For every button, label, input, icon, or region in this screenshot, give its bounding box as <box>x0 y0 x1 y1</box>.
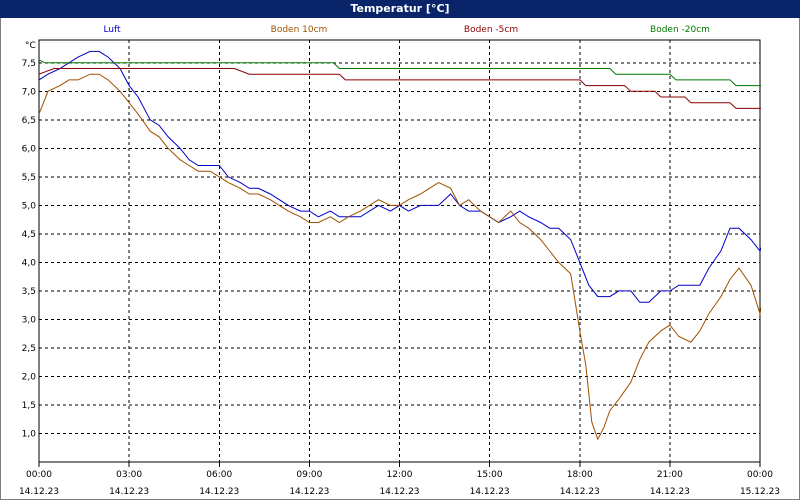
legend-entry-3: Boden -20cm <box>650 25 710 35</box>
series-line-0 <box>39 50 761 303</box>
legend-entry-0: Luft <box>103 25 121 35</box>
x-tick-time: 06:00 <box>206 470 232 480</box>
y-tick-label: 5,5 <box>22 173 36 183</box>
x-tick-time: 00:00 <box>26 470 52 480</box>
y-tick-label: 1,5 <box>22 401 36 411</box>
legend: Luft Boden 10cm Boden -5cm Boden -20cm <box>103 25 710 35</box>
y-tick-label: 5,0 <box>22 201 37 211</box>
x-tick-date: 14.12.23 <box>650 487 690 497</box>
x-tick-date: 14.12.23 <box>289 487 329 497</box>
grid <box>39 40 760 462</box>
x-tick-date: 14.12.23 <box>199 487 239 497</box>
y-tick-label: 3,5 <box>22 287 36 297</box>
x-tick-time: 18:00 <box>567 470 593 480</box>
y-tick-label: 2,5 <box>22 344 36 354</box>
x-tick-time: 21:00 <box>657 470 683 480</box>
series-line-2 <box>39 68 761 109</box>
x-tick-time: 12:00 <box>387 470 413 480</box>
y-tick-label: 3,0 <box>22 315 37 325</box>
x-tick-time: 09:00 <box>296 470 322 480</box>
y-tick-label: 1,0 <box>22 429 37 439</box>
legend-entry-2: Boden -5cm <box>464 25 518 35</box>
y-tick-label: 7,5 <box>22 59 36 69</box>
series-layer <box>39 50 761 441</box>
y-tick-label: 4,5 <box>22 230 36 240</box>
y-tick-label: 6,5 <box>22 116 36 126</box>
window-title: Temperatur [°C] <box>0 0 800 18</box>
x-tick-time: 00:00 <box>747 470 773 480</box>
x-tick-date: 14.12.23 <box>560 487 600 497</box>
x-tick-time: 15:00 <box>477 470 503 480</box>
y-tick-label: 4,0 <box>22 258 37 268</box>
y-tick-label: 6,0 <box>22 144 37 154</box>
x-tick-date: 14.12.23 <box>19 487 59 497</box>
y-tick-label: 2,0 <box>22 372 37 382</box>
series-line-3 <box>39 59 761 87</box>
x-tick-time: 03:00 <box>116 470 142 480</box>
y-axis-label: °C <box>25 41 36 51</box>
x-tick-date: 14.12.23 <box>470 487 510 497</box>
x-tick-date: 14.12.23 <box>379 487 419 497</box>
y-tick-label: 7,0 <box>22 87 37 97</box>
series-line-1 <box>39 73 761 441</box>
temperature-chart: 1,0 1,5 2,0 2,5 3,0 3,5 4,0 4,5 5,0 5,5 6,0 6,5 7,0 7… <box>19 25 780 497</box>
x-tick-date: 15.12.23 <box>740 487 780 497</box>
x-tick-date: 14.12.23 <box>109 487 149 497</box>
legend-entry-1: Boden 10cm <box>271 25 328 35</box>
